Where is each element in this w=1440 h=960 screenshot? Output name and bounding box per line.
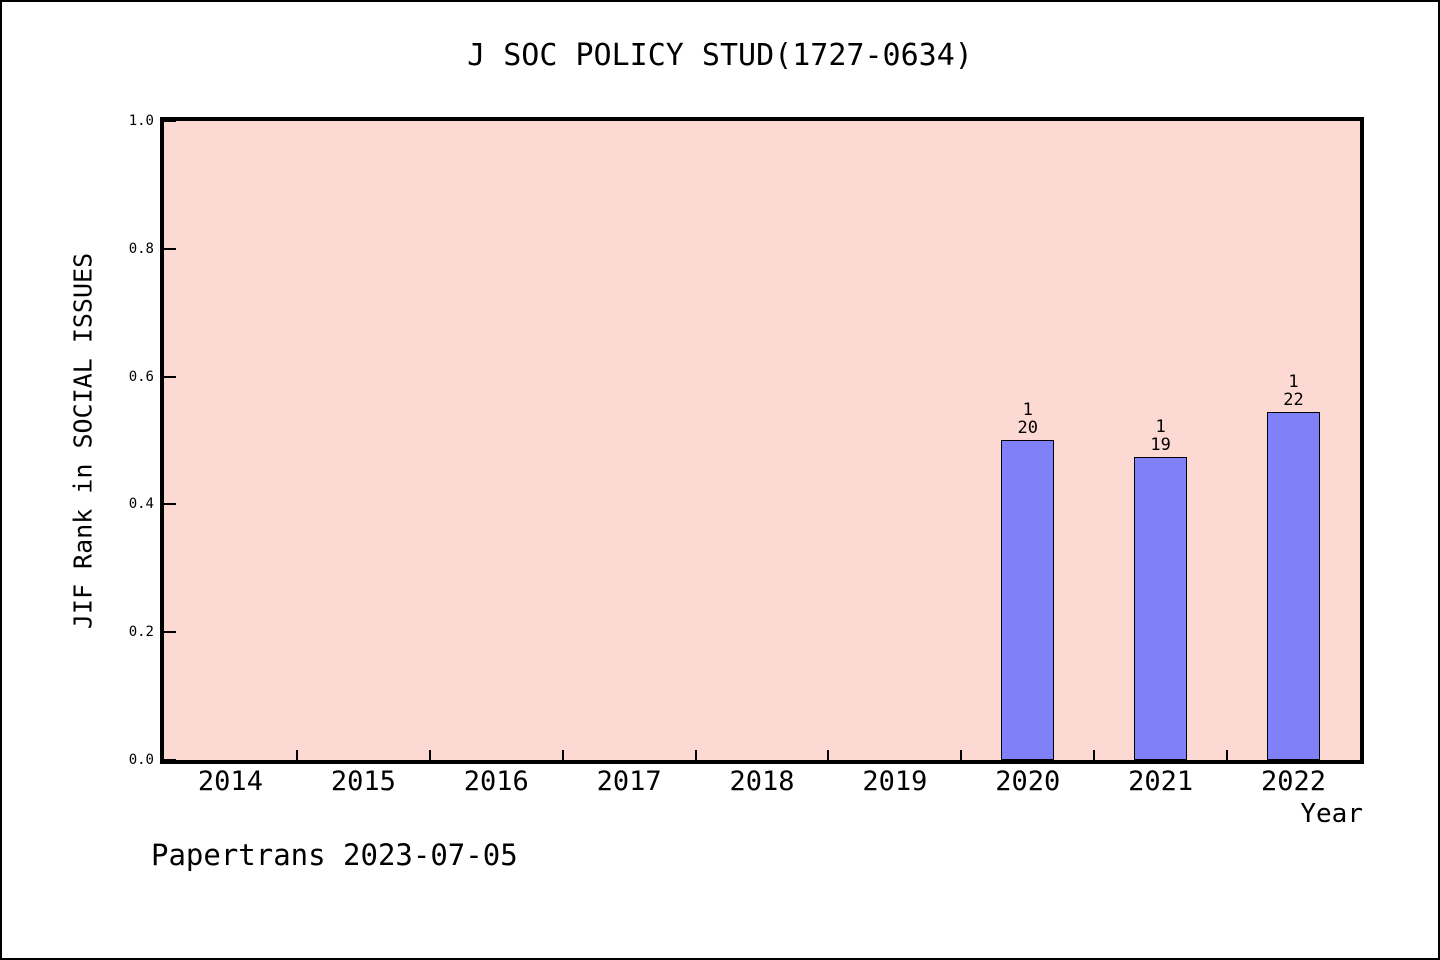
x-tick-mark — [428, 750, 431, 760]
y-tick-label: 0.8 — [128, 240, 154, 257]
watermark-text: Papertrans 2023-07-05 — [151, 838, 518, 872]
x-tick-label: 2019 — [862, 766, 928, 797]
bar-value-label: 1 22 — [1254, 373, 1334, 409]
bar-2020 — [1001, 440, 1054, 760]
bar-value-label-line: 22 — [1283, 390, 1304, 410]
bar-2022 — [1267, 412, 1320, 760]
bar-value-label-line: 1 — [1155, 417, 1166, 437]
bar-value-label: 1 19 — [1121, 418, 1201, 454]
x-tick-label: 2015 — [330, 766, 396, 797]
y-tick-mark — [164, 375, 176, 378]
y-tick-mark — [164, 631, 176, 634]
y-tick-mark — [164, 247, 176, 250]
y-tick-mark — [164, 759, 176, 761]
y-tick-mark — [164, 503, 176, 506]
x-tick-mark — [694, 750, 697, 760]
y-tick-mark — [164, 120, 176, 122]
x-tick-label: 2017 — [596, 766, 662, 797]
y-axis-label: JIF Rank in SOCIAL ISSUES — [68, 252, 98, 630]
x-axis-label: Year — [1300, 799, 1363, 829]
bar-2021 — [1134, 457, 1187, 760]
bar-value-label: 1 20 — [988, 401, 1068, 437]
bar-value-label-line: 1 — [1022, 400, 1033, 420]
x-tick-mark — [827, 750, 830, 760]
x-tick-label: 2018 — [729, 766, 795, 797]
x-tick-label: 2016 — [463, 766, 529, 797]
bar-value-label-line: 20 — [1017, 418, 1038, 438]
x-tick-mark — [561, 750, 564, 760]
y-tick-label: 0.0 — [128, 752, 154, 768]
y-tick-label: 0.2 — [128, 624, 154, 641]
bar-value-label-line: 1 — [1288, 372, 1299, 392]
y-tick-label: 0.4 — [128, 496, 154, 513]
x-tick-label: 2020 — [995, 766, 1061, 797]
x-tick-mark — [1226, 750, 1229, 760]
chart-title: J SOC POLICY STUD(1727-0634) — [467, 38, 973, 73]
bar-value-label-line: 19 — [1150, 435, 1171, 455]
x-tick-label: 2021 — [1128, 766, 1194, 797]
x-tick-mark — [295, 750, 298, 760]
x-tick-mark — [960, 750, 963, 760]
x-tick-mark — [1093, 750, 1096, 760]
x-tick-label: 2022 — [1261, 766, 1327, 797]
y-tick-label: 1.0 — [128, 113, 154, 129]
y-tick-label: 0.6 — [128, 368, 154, 385]
x-tick-label: 2014 — [197, 766, 263, 797]
